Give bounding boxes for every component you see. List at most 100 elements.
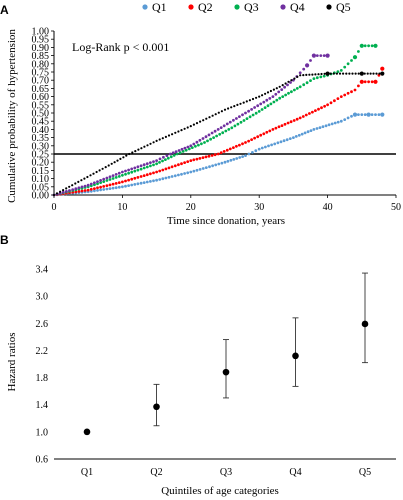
data-point-q4 [309, 59, 312, 62]
data-point-q1 [226, 159, 230, 163]
data-point-q3 [139, 167, 143, 171]
data-point-q4 [192, 142, 196, 146]
legend-item-q1: Q1 [142, 0, 167, 14]
data-point-q1 [282, 139, 286, 143]
data-point-q5 [177, 130, 180, 133]
data-point-q1 [247, 152, 251, 156]
data-point-q4 [61, 190, 65, 194]
data-point-q2 [89, 187, 93, 191]
data-point-q3 [272, 100, 276, 104]
x-tick-label-5: 50 [391, 202, 401, 213]
data-point-q2 [189, 159, 193, 163]
legend-label-q3: Q3 [244, 0, 259, 14]
series-q2 [52, 66, 385, 197]
data-point-q5 [55, 192, 59, 195]
data-point-q2 [235, 144, 238, 148]
data-point-q4 [142, 163, 146, 167]
data-point-q4 [133, 166, 137, 170]
data-point-q4 [204, 135, 208, 139]
data-point-q4 [158, 157, 162, 161]
data-point-q2 [99, 185, 102, 189]
data-point-q4 [102, 177, 106, 181]
data-point-q1 [276, 141, 280, 145]
data-point-q1 [189, 170, 193, 174]
data-point-q5 [52, 193, 56, 197]
data-point-q5 [161, 137, 164, 140]
data-point-q5 [137, 148, 140, 151]
data-point-q1 [114, 186, 118, 190]
data-point-q3 [309, 79, 312, 82]
data-point-q2 [311, 110, 314, 114]
data-point-q2 [111, 182, 115, 186]
data-point-q5 [366, 72, 369, 75]
data-point-q3 [105, 179, 109, 182]
data-point-q4 [195, 140, 199, 144]
data-point-q5 [205, 117, 208, 120]
data-point-q3 [370, 44, 374, 48]
data-point-q5 [95, 170, 98, 174]
data-point-q5 [62, 189, 65, 192]
data-point-q1 [238, 156, 242, 159]
data-point-q4 [136, 165, 140, 169]
data-point-q5 [357, 72, 360, 75]
data-point-q5 [248, 99, 251, 102]
data-point-q3 [130, 170, 134, 174]
data-point-q4 [225, 122, 229, 126]
data-point-q5 [65, 187, 68, 190]
data-point-q5 [302, 74, 305, 77]
data-point-q3 [203, 141, 206, 144]
data-point-q3 [305, 81, 309, 85]
data-point-q5 [266, 91, 270, 94]
data-point-q5 [195, 122, 199, 125]
data-point-q2 [136, 176, 140, 179]
panel-a-legend: Q1 Q2 Q3 Q4 Q5 [142, 0, 351, 14]
data-point-q5 [290, 79, 293, 82]
data-point-q5 [351, 72, 354, 75]
data-point-q3 [363, 44, 367, 48]
data-point-q5 [158, 138, 161, 141]
data-point-q2 [74, 190, 78, 194]
y-tick-label-10: 0.50 [32, 109, 50, 120]
data-point-q5 [89, 174, 92, 177]
data-point-q5 [308, 73, 311, 76]
data-point-q4 [216, 127, 220, 131]
hazard-ratio-point [292, 352, 299, 360]
y-tick-label-18: 0.90 [32, 43, 50, 54]
data-point-q2 [117, 181, 121, 185]
data-point-q5 [77, 180, 80, 183]
data-point-q3 [257, 110, 261, 113]
data-point-q3 [263, 106, 267, 109]
data-point-q3 [166, 156, 170, 160]
data-point-q3 [142, 166, 146, 170]
data-point-q2 [177, 163, 180, 167]
data-point-q4 [93, 181, 96, 185]
y-tick-label-2: 0.10 [32, 174, 50, 185]
data-point-q1 [260, 146, 264, 150]
data-point-q1 [223, 160, 227, 164]
data-point-q2 [114, 182, 118, 185]
data-point-q1 [167, 175, 171, 179]
data-point-q3 [133, 169, 137, 173]
data-point-q5 [143, 145, 146, 148]
data-point-q2 [213, 153, 217, 157]
data-point-q3 [357, 50, 360, 53]
data-point-q4 [124, 169, 127, 173]
end-marker-q4 [305, 63, 310, 68]
legend-label-q4: Q4 [290, 0, 305, 14]
data-point-q1 [217, 162, 221, 166]
data-point-q2 [198, 157, 202, 160]
data-point-q2 [192, 158, 196, 162]
data-point-q4 [207, 133, 211, 137]
data-point-q1 [339, 119, 343, 123]
data-point-q2 [183, 161, 187, 165]
data-point-q3 [206, 139, 209, 143]
data-point-q2 [121, 180, 124, 184]
data-point-q2 [186, 160, 190, 164]
data-point-q5 [296, 75, 299, 78]
data-point-q5 [202, 119, 205, 122]
data-point-q5 [98, 169, 101, 172]
data-point-q2 [333, 99, 336, 103]
data-point-q4 [83, 184, 87, 188]
data-point-q4 [127, 168, 130, 172]
y-tick-label-8: 0.40 [32, 125, 50, 136]
